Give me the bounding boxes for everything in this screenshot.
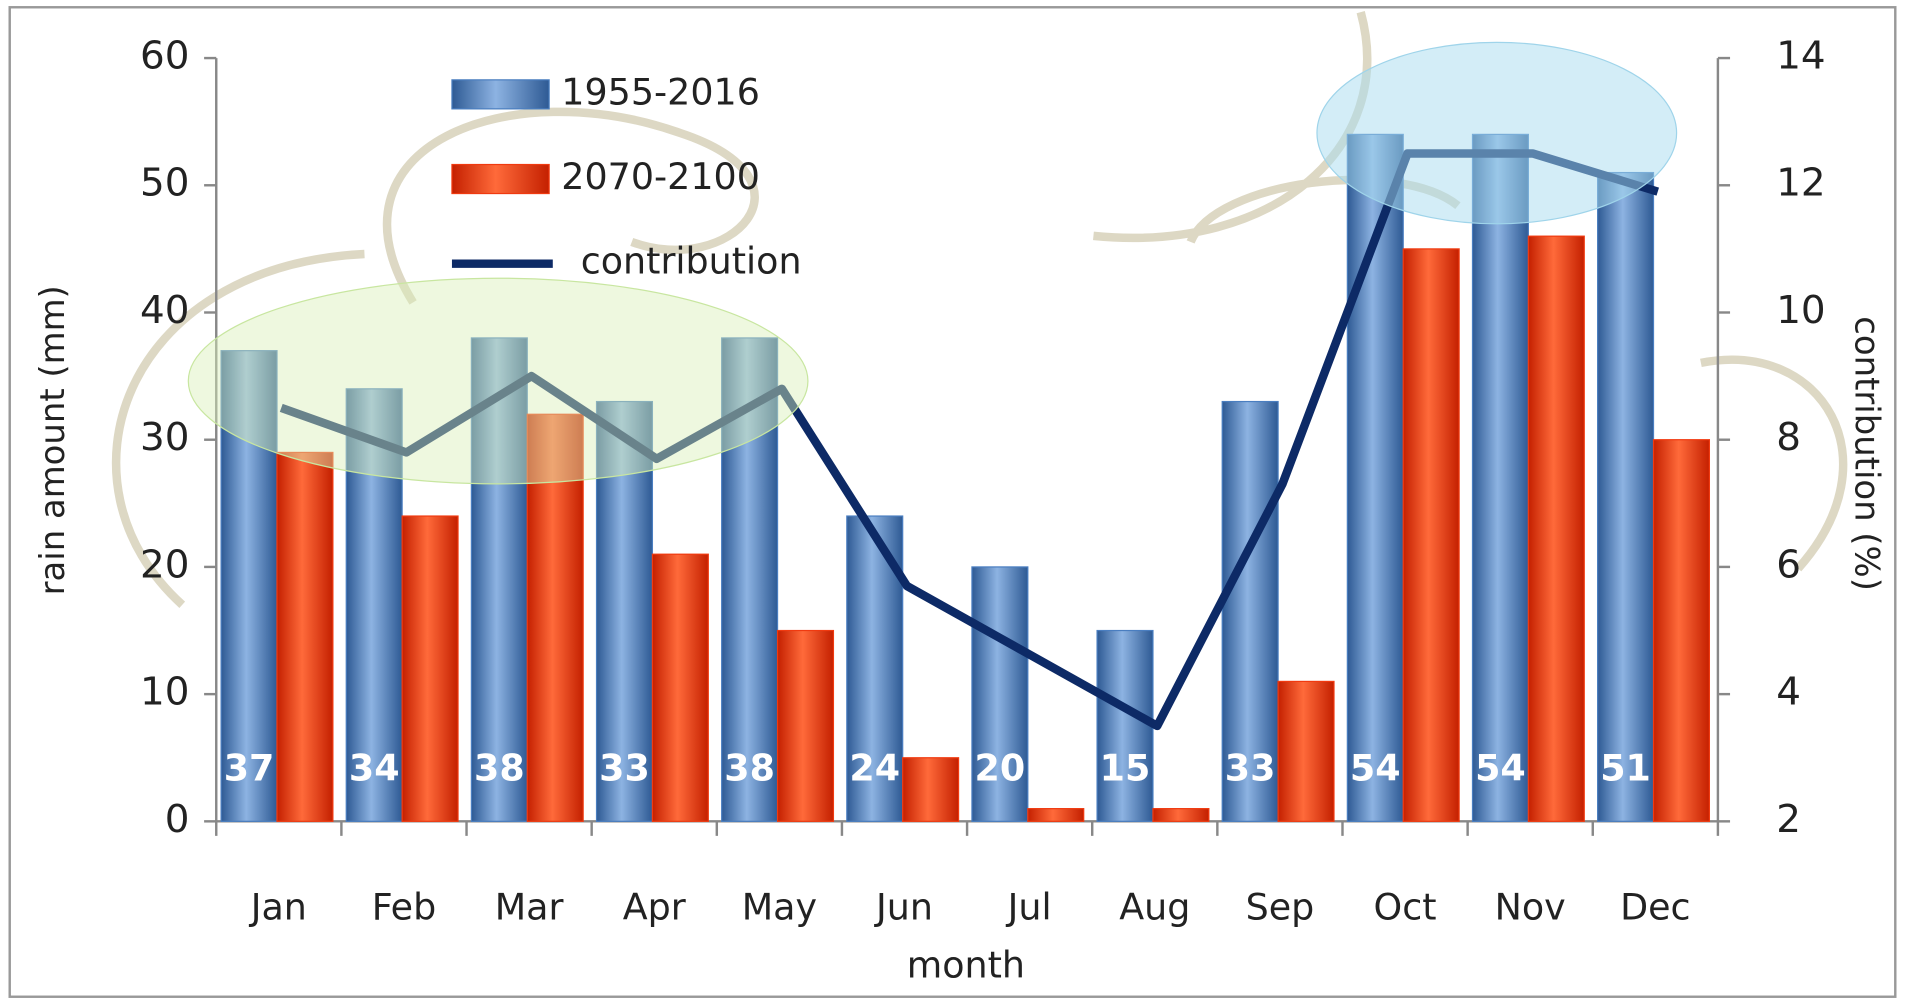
bar [1402,248,1460,822]
x-tick-label: Mar [495,886,564,929]
data-label: 54 [1475,747,1526,790]
x-tick-label: Nov [1495,886,1566,929]
bar [1277,680,1335,822]
y-tick-label: 10 [140,670,189,715]
bar [220,350,278,822]
x-tick-label: Oct [1374,886,1437,929]
legend-label: 1955-2016 [561,70,760,113]
data-label: 37 [224,747,275,790]
decoration [111,10,1848,608]
bar [971,566,1029,822]
bar [401,515,459,822]
bar [1152,808,1210,822]
bar [1597,171,1655,822]
data-label: 33 [599,747,650,790]
y-tick-label: 0 [165,797,190,842]
x-tick-label: May [742,886,817,929]
x-tick-label: Dec [1620,886,1691,929]
y2-tick-label: 12 [1776,161,1825,206]
data-label: 33 [1225,747,1276,790]
x-axis-label: month [907,944,1025,987]
bar [1652,439,1711,822]
data-label: 15 [1100,747,1151,790]
legend-label: contribution [581,240,802,283]
y2-tick-label: 8 [1776,415,1801,460]
x-tick-label: Jan [249,886,307,929]
bar [1471,133,1529,822]
y-tick-label: 60 [140,34,189,79]
data-label: 34 [349,747,400,790]
highlight [1316,41,1678,225]
y-tick-label: 20 [140,542,189,587]
bar [345,388,403,822]
legend-swatch [451,163,550,195]
data-label: 24 [849,747,900,790]
x-tick-label: Jun [874,886,933,929]
bar [1096,629,1154,822]
data-label: 20 [975,747,1026,790]
x-tick-label: Sep [1246,886,1315,929]
bar [470,337,528,822]
y2-tick-label: 10 [1776,288,1825,333]
y-axis-label: rain amount (mm) [33,285,73,595]
y2-axis-label: contribution (%) [1846,316,1886,591]
x-tick-label: Feb [372,886,437,929]
y-tick-label: 40 [140,288,189,333]
data-label: 54 [1350,747,1401,790]
bar [651,553,709,822]
bar [1221,400,1279,822]
data-label: 38 [724,747,775,790]
x-tick-label: Aug [1119,886,1190,929]
y2-tick-label: 4 [1776,670,1801,715]
y-tick-label: 50 [140,161,189,206]
y2-tick-label: 6 [1776,542,1801,587]
bar [276,451,334,822]
bar [1527,235,1585,822]
bar [1027,808,1085,822]
x-tick-label: Apr [623,886,686,929]
x-tick-label: Jul [1006,886,1052,929]
data-label: 38 [474,747,525,790]
bar [776,629,835,822]
legend-label: 2070-2100 [561,155,760,198]
legend-swatch [451,79,550,110]
y-tick-label: 30 [140,415,189,460]
highlight [187,277,809,485]
bar [902,757,960,822]
y2-tick-label: 2 [1776,797,1801,842]
data-label: 51 [1600,747,1651,790]
y2-tick-label: 14 [1776,34,1825,79]
